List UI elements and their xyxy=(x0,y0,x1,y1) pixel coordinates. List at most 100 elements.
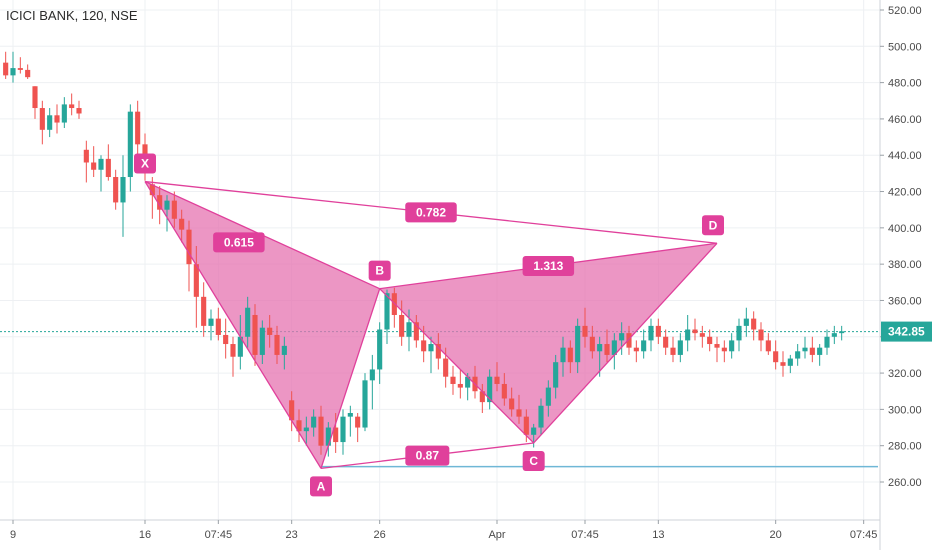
candle xyxy=(296,409,302,443)
candle xyxy=(817,344,823,366)
candle-body xyxy=(281,345,287,355)
candle-body xyxy=(179,218,185,230)
candle xyxy=(61,97,67,128)
candle-body xyxy=(105,158,111,178)
candle xyxy=(575,318,581,374)
candle xyxy=(355,413,361,443)
candle-body xyxy=(127,111,133,178)
candle-body xyxy=(69,104,75,109)
candle-body xyxy=(457,383,463,388)
candle-body xyxy=(113,177,119,203)
candle xyxy=(252,304,258,366)
candle-body xyxy=(831,333,837,337)
label-layer: X A B C D 0.615 0.782 1.313 0.87 xyxy=(134,153,724,497)
candle xyxy=(494,362,500,392)
candle xyxy=(3,51,9,79)
candle-body xyxy=(597,344,603,352)
candle xyxy=(545,380,551,417)
candle-body xyxy=(531,427,537,435)
candle-body xyxy=(83,149,89,163)
candle xyxy=(582,307,588,348)
pattern-point-c-bg xyxy=(522,450,545,471)
candle xyxy=(765,333,771,355)
price-tick-label: 320.00 xyxy=(888,368,922,380)
candle xyxy=(523,409,529,443)
candle xyxy=(428,336,434,374)
candle xyxy=(311,409,317,437)
candle xyxy=(773,340,779,370)
candle xyxy=(25,64,31,79)
candle xyxy=(105,144,111,181)
candle-body xyxy=(802,347,808,352)
candle-body xyxy=(641,340,647,352)
candle-body xyxy=(10,68,16,76)
candle xyxy=(135,100,141,156)
candle xyxy=(619,322,625,355)
price-tick-label: 380.00 xyxy=(888,259,922,271)
price-tick-label: 460.00 xyxy=(888,114,922,126)
candle-body xyxy=(164,200,170,210)
candle xyxy=(10,51,16,83)
candle-body xyxy=(538,405,544,428)
price-axis-bg xyxy=(880,0,932,550)
candle-body xyxy=(839,331,845,334)
candle-body xyxy=(252,314,258,355)
candle-body xyxy=(692,329,698,334)
candle xyxy=(289,391,295,432)
candle xyxy=(487,369,493,410)
candle-body xyxy=(186,229,192,265)
candle-body xyxy=(509,398,515,410)
candle-body xyxy=(619,333,625,341)
time-tick-label: 20 xyxy=(770,529,782,541)
candle-body xyxy=(157,195,163,210)
candle xyxy=(553,354,559,399)
candle-body xyxy=(699,333,705,337)
candle xyxy=(787,354,793,374)
last-price-tag xyxy=(881,321,932,342)
candle xyxy=(179,209,185,243)
candle-body xyxy=(773,351,779,363)
candle xyxy=(839,325,845,341)
candle-body xyxy=(223,334,229,345)
candle xyxy=(230,336,236,377)
price-tick-label: 500.00 xyxy=(888,41,922,53)
candle-body xyxy=(567,347,573,363)
candle xyxy=(384,289,390,345)
candle-body xyxy=(208,318,214,326)
candle xyxy=(281,336,287,370)
candle xyxy=(435,333,441,370)
candle xyxy=(17,57,23,74)
candle-body xyxy=(677,340,683,355)
candle xyxy=(399,300,405,346)
candle xyxy=(369,354,375,410)
candle-body xyxy=(501,383,507,399)
candle-body xyxy=(120,177,126,203)
candle-body xyxy=(611,340,617,355)
candle xyxy=(707,329,713,352)
ratio-label-0-782: 0.782 xyxy=(405,202,457,223)
ratio-label-0-782-text: 0.782 xyxy=(416,205,446,219)
candle-body xyxy=(399,314,405,337)
candle xyxy=(479,383,485,414)
candle-body xyxy=(318,416,324,446)
candle xyxy=(303,416,309,446)
candle xyxy=(186,220,192,292)
candle xyxy=(413,314,419,348)
candle-body xyxy=(707,336,713,345)
candle-body xyxy=(259,327,265,355)
candle xyxy=(208,309,214,341)
price-tick-label: 260.00 xyxy=(888,477,922,489)
candle xyxy=(736,318,742,352)
candle-body xyxy=(296,420,302,432)
ratio-label-1-313-text: 1.313 xyxy=(533,259,563,273)
candle xyxy=(501,373,507,406)
candle-body xyxy=(171,200,177,219)
price-tick-label: 300.00 xyxy=(888,404,922,416)
time-tick-label: 07:45 xyxy=(850,529,878,541)
candle-body xyxy=(670,347,676,355)
candle-body xyxy=(487,376,493,403)
candle xyxy=(795,344,801,366)
candle-body xyxy=(333,427,339,443)
